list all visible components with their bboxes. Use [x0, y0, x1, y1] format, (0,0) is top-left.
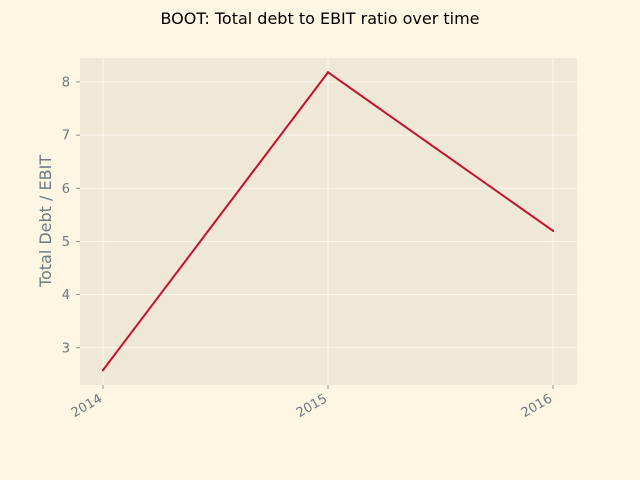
y-tick-label: 6	[62, 182, 70, 197]
y-tick-label: 8	[62, 75, 70, 90]
x-tick-label: 2016	[519, 391, 555, 421]
series-layer	[101, 71, 555, 372]
y-tick-label: 3	[62, 341, 70, 356]
x-tick-label: 2015	[294, 391, 330, 421]
data-point	[326, 71, 330, 74]
y-tick-label: 5	[62, 235, 70, 250]
y-axis-label: Total Debt / EBIT	[36, 155, 55, 288]
data-point	[551, 229, 555, 233]
chart-title: BOOT: Total debt to EBIT ratio over time	[160, 9, 479, 28]
grid-lines	[80, 58, 577, 385]
x-tick-label: 2014	[69, 391, 105, 421]
y-tick-label: 7	[62, 129, 70, 144]
y-tick-label: 4	[62, 288, 70, 303]
data-point	[101, 368, 105, 372]
